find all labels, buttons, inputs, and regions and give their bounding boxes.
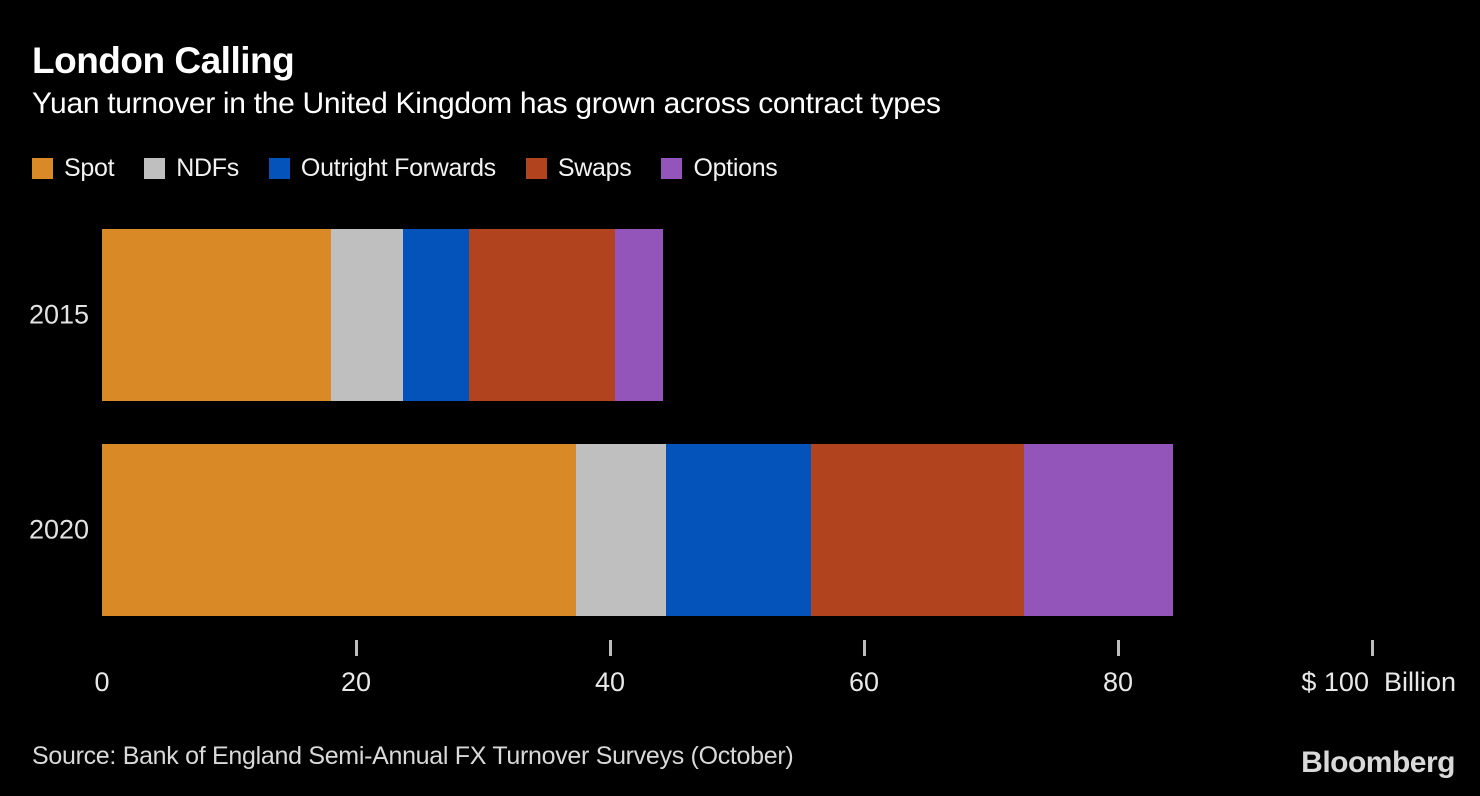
x-axis-tick-label: 80 bbox=[1102, 667, 1134, 697]
bar-segment-2020-swaps bbox=[810, 444, 1024, 616]
page-title: London Calling bbox=[32, 40, 295, 81]
legend-label: Swaps bbox=[557, 154, 632, 182]
x-axis-tick-label: $ 100 Billion bbox=[1301, 667, 1456, 697]
page-subtitle: Yuan turnover in the United Kingdom has … bbox=[32, 87, 941, 120]
legend-swatch-icon bbox=[268, 158, 290, 179]
legend-label: Outright Forwards bbox=[300, 154, 496, 182]
x-axis-tick-mark bbox=[355, 640, 358, 656]
bar-segment-2020-outright-forwards bbox=[665, 444, 811, 616]
x-axis-tick-label: 40 bbox=[594, 667, 626, 697]
bar-segment-2020-spot bbox=[102, 444, 576, 616]
bar-segment-2015-outright-forwards bbox=[402, 229, 469, 401]
bar-segment-2020-options bbox=[1023, 444, 1173, 616]
x-axis-tick-mark bbox=[609, 640, 612, 656]
bar-segment-2015-swaps bbox=[469, 229, 616, 401]
legend-swatch-icon bbox=[661, 158, 683, 179]
legend: Spot NDFs Outright Forwards Swaps Options bbox=[32, 154, 778, 183]
bar-segment-2015-options bbox=[615, 229, 664, 401]
legend-label: NDFs bbox=[176, 154, 239, 182]
legend-label: Options bbox=[693, 154, 778, 182]
category-label-2015: 2015 bbox=[29, 299, 90, 330]
x-axis-tick-label: 0 bbox=[94, 667, 110, 697]
source-text: Source: Bank of England Semi-Annual FX T… bbox=[32, 742, 794, 770]
legend-item: NDFs bbox=[144, 154, 239, 183]
legend-item: Outright Forwards bbox=[268, 154, 496, 183]
category-label-2020: 2020 bbox=[29, 514, 90, 545]
x-axis-tick-mark bbox=[1117, 640, 1120, 656]
x-axis-tick-label: 60 bbox=[848, 667, 880, 697]
legend-swatch-icon bbox=[525, 158, 547, 179]
legend-item: Options bbox=[661, 154, 778, 183]
legend-swatch-icon bbox=[32, 158, 53, 179]
x-axis-tick-mark bbox=[863, 640, 866, 656]
legend-swatch-icon bbox=[144, 158, 166, 179]
x-axis-tick-label: 20 bbox=[340, 667, 372, 697]
bloomberg-logo: Bloomberg bbox=[1301, 746, 1455, 779]
bar-segment-2015-spot bbox=[102, 229, 331, 401]
bar-row-2020 bbox=[102, 444, 1173, 616]
legend-label: Spot bbox=[64, 154, 115, 182]
bar-segment-2020-ndfs bbox=[575, 444, 666, 616]
x-axis-tick-mark bbox=[1371, 640, 1374, 656]
bar-segment-2015-ndfs bbox=[330, 229, 403, 401]
legend-item: Swaps bbox=[525, 154, 632, 183]
bar-row-2015 bbox=[102, 229, 664, 401]
legend-item: Spot bbox=[32, 154, 115, 183]
